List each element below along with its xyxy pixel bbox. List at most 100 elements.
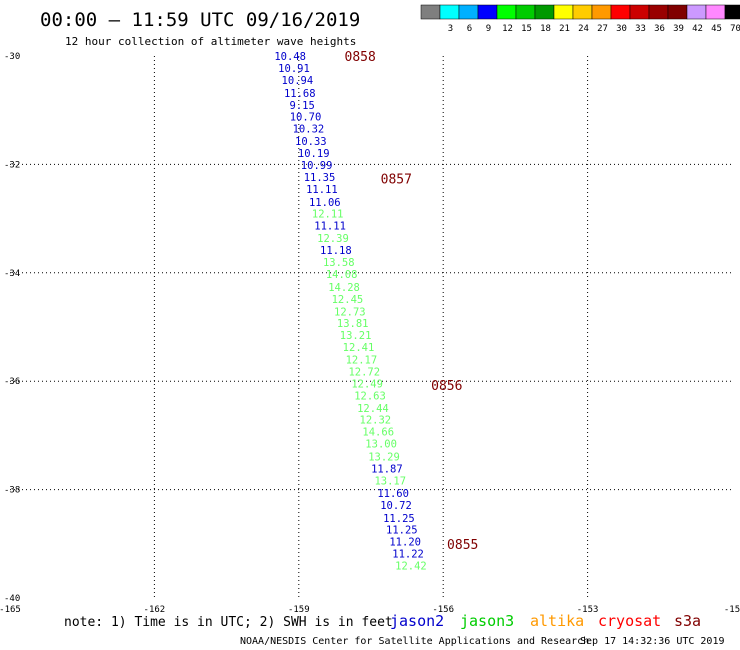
color-swatch [553,4,574,20]
wave-height-label: 13.00 [365,439,397,451]
wave-height-label: 12.17 [346,355,378,367]
color-swatch [610,4,631,20]
color-scale-label: 30 [616,24,627,34]
x-tick-label: -165 [0,605,21,615]
y-tick-label: -38 [4,486,20,496]
x-tick-label: -15 [724,605,740,615]
wave-height-label: 11.06 [309,197,341,209]
wave-height-label: 12.73 [334,306,366,318]
plot-area: -165 -162 -159 -156 -153 -15 -30 -32 -34 -36 -38 -4… [0,50,740,615]
wave-height-label: 12.41 [343,342,375,354]
wave-height-label: 11.87 [371,463,403,475]
legend-s3a: s3a [674,612,701,630]
footer-credit: NOAA/NESDIS Center for Satellite Applica… [240,636,589,647]
color-scale-label: 39 [673,24,684,34]
wave-height-label: 10.99 [301,160,333,172]
y-tick-label: -36 [4,377,20,387]
wave-height-label: 11.22 [392,549,424,561]
wave-height-label: 10.33 [295,136,327,148]
chart-title: 00:00 – 11:59 UTC 09/16/2019 [40,9,360,31]
color-scale-label: 24 [578,24,589,34]
wave-height-label: 10.94 [282,75,314,87]
y-tick-label: -34 [4,269,20,279]
color-swatch [572,4,593,20]
y-tick-label: -30 [4,52,20,62]
color-swatch [724,4,740,20]
y-tick-label: -40 [4,594,20,604]
wave-height-label: 12.72 [348,366,380,378]
time-label: 0855 [447,538,478,553]
wave-height-label: 11.68 [284,88,316,100]
wave-height-label: 11.25 [386,525,418,537]
wave-height-label: 13.58 [323,257,355,269]
color-scale-label: 45 [711,24,722,34]
wave-height-label: 14.08 [326,269,358,281]
wave-height-label: 12.45 [332,294,364,306]
wave-height-label: 11.35 [304,172,336,184]
wave-height-label: 10.48 [274,51,306,63]
color-swatch [515,4,536,20]
legend-jason2: jason2 [390,612,444,630]
wave-height-label: 11.11 [306,184,338,196]
color-scale-label: 33 [635,24,646,34]
wave-height-label: 12.11 [312,209,344,221]
wave-height-label: 9.15 [290,100,315,112]
time-label: 0858 [345,50,376,65]
wave-height-label: 14.66 [362,427,394,439]
wave-height-label: 14.28 [328,282,360,294]
color-swatch [439,4,460,20]
color-swatch [420,4,441,20]
wave-height-label: 12.42 [395,560,427,572]
note-text: note: 1) Time is in UTC; 2) SWH is in fe… [64,615,393,630]
x-tick-label: -162 [144,605,166,615]
wave-height-label: 10.72 [380,500,412,512]
color-scale-label: 12 [502,24,513,34]
color-scale-label: 18 [540,24,551,34]
color-scale-label: 42 [692,24,703,34]
wave-height-label: 11.11 [314,221,346,233]
legend-altika: altika [530,612,584,630]
wave-height-label: 12.39 [317,233,349,245]
color-scale-label: 15 [521,24,532,34]
x-tick-label: -156 [432,605,454,615]
time-label: 0857 [381,172,412,187]
color-swatch [705,4,726,20]
wave-height-label: 11.60 [377,488,409,500]
x-tick-label: -159 [288,605,310,615]
wave-height-label: 13.21 [340,330,372,342]
wave-height-label: 11.20 [389,537,421,549]
wave-height-label: 10.70 [290,112,322,124]
color-swatch [458,4,479,20]
wave-height-label: 13.17 [374,475,406,487]
wave-height-label: 11.18 [320,245,352,257]
footer-timestamp: Sep 17 14:32:36 UTC 2019 [580,636,725,647]
wave-height-label: 10.19 [298,148,330,160]
wave-height-label: 13.81 [337,318,369,330]
wave-height-label: 12.44 [357,403,389,415]
wave-height-label: 12.32 [360,415,392,427]
color-swatch [477,4,498,20]
wave-height-label: 10.91 [278,63,310,75]
color-swatch [667,4,688,20]
color-swatch [648,4,669,20]
color-scale-label: 9 [486,24,491,34]
time-label: 0856 [431,379,462,394]
wave-height-label: 10.32 [293,124,325,136]
color-scale-label: 3 [448,24,453,34]
color-swatch [591,4,612,20]
color-swatch [629,4,650,20]
color-swatch [496,4,517,20]
legend-cryosat: cryosat [598,612,661,630]
wave-height-label: 11.25 [383,513,415,525]
chart-subtitle: 12 hour collection of altimeter wave hei… [65,35,356,48]
color-scale-label: 21 [559,24,570,34]
color-swatch [686,4,707,20]
legend-jason3: jason3 [460,612,514,630]
color-scale-label: 36 [654,24,665,34]
wave-height-label: 13.29 [368,452,400,464]
wave-height-label: 12.49 [351,378,383,390]
x-tick-label: -153 [577,605,599,615]
color-swatch [534,4,555,20]
